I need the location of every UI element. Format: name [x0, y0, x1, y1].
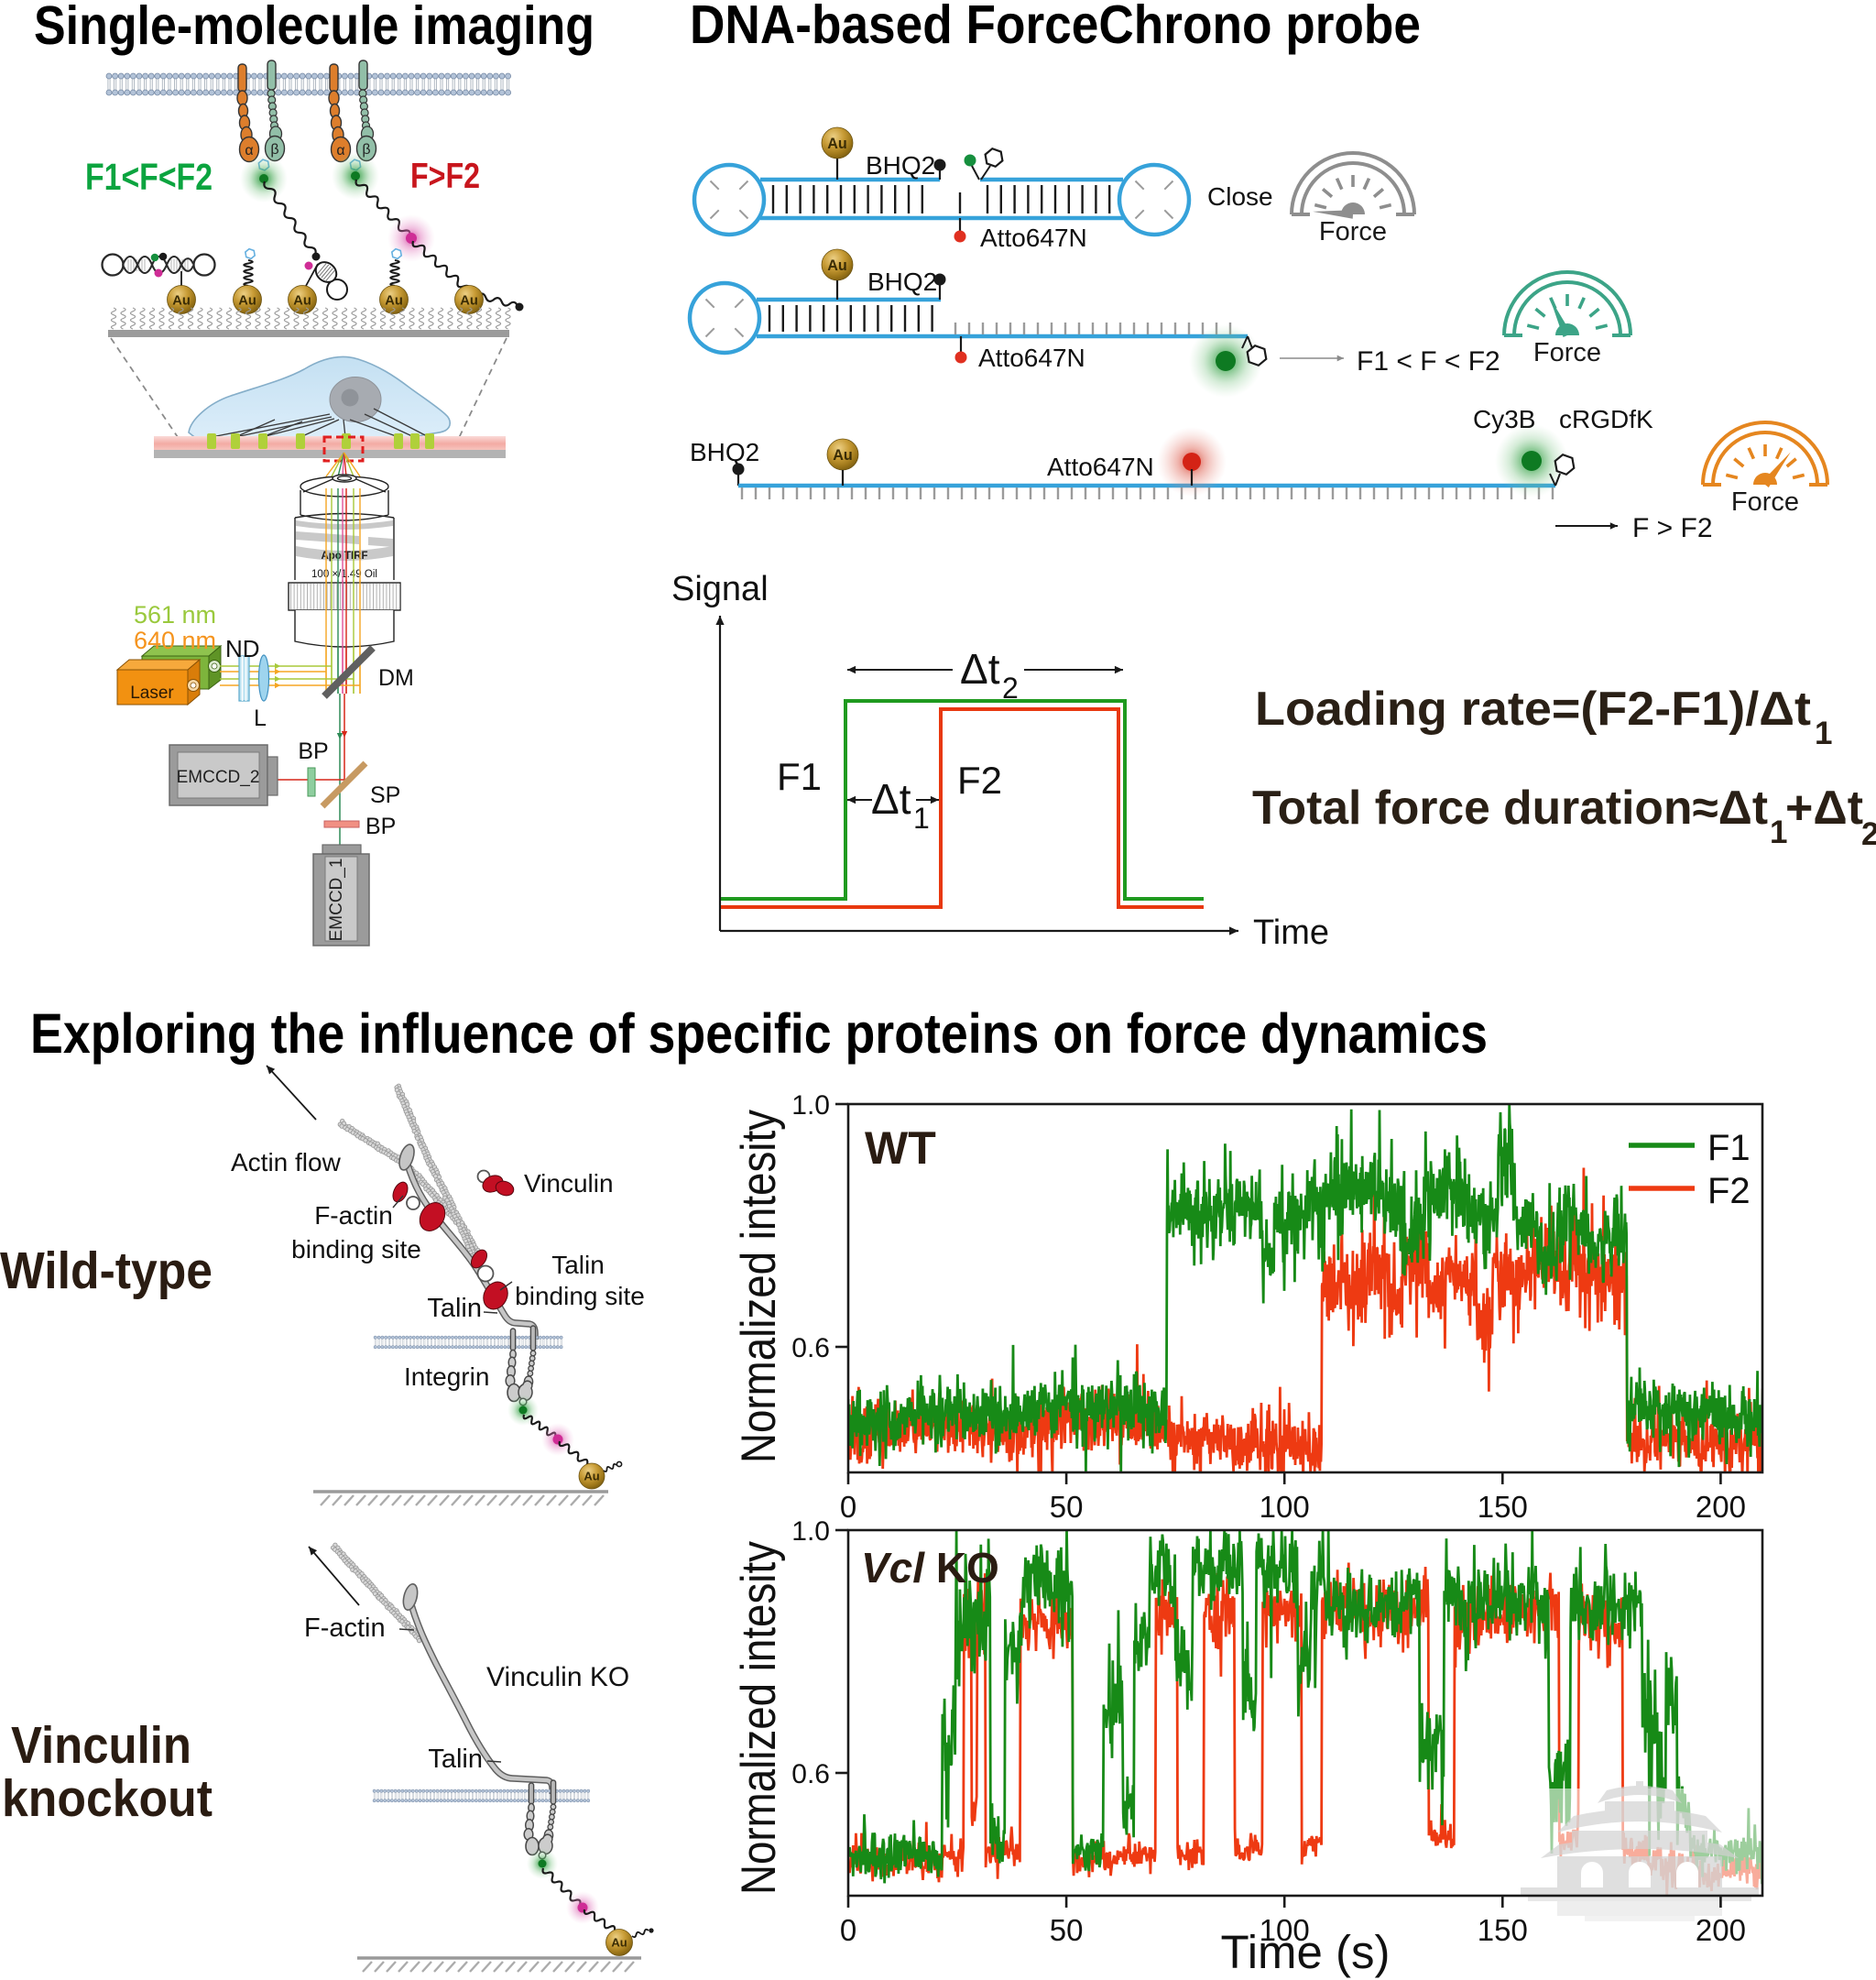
- svg-text:Time: Time: [1253, 913, 1329, 952]
- svg-text:Normalized intesity: Normalized intesity: [732, 1110, 786, 1463]
- svg-text:Vinculin: Vinculin: [524, 1169, 614, 1198]
- svg-text:SP: SP: [370, 782, 400, 808]
- svg-text:F>F2: F>F2: [410, 157, 480, 196]
- svg-text:0: 0: [840, 1490, 856, 1524]
- svg-text:Au: Au: [833, 447, 853, 464]
- svg-text:Force: Force: [1731, 487, 1799, 517]
- svg-text:Au: Au: [172, 293, 191, 308]
- svg-text:F1: F1: [1707, 1128, 1751, 1168]
- svg-text:F-actin: F-actin: [314, 1201, 393, 1230]
- svg-text:Au: Au: [827, 257, 847, 274]
- svg-text:F-actin: F-actin: [304, 1614, 386, 1643]
- svg-text:Wild-type: Wild-type: [0, 1242, 213, 1300]
- svg-text:WT: WT: [865, 1122, 936, 1174]
- svg-text:Δt: Δt: [871, 775, 911, 823]
- svg-text:ND: ND: [225, 635, 260, 662]
- svg-text:2: 2: [1861, 816, 1876, 852]
- svg-text:Time (s): Time (s): [1220, 1926, 1390, 1978]
- svg-text:Au: Au: [460, 293, 478, 308]
- svg-text:Vinculin KO: Vinculin KO: [486, 1662, 629, 1692]
- svg-text:50: 50: [1050, 1490, 1084, 1524]
- svg-text:0.6: 0.6: [791, 1759, 830, 1789]
- svg-text:150: 150: [1478, 1913, 1528, 1947]
- svg-text:F1<F<F2: F1<F<F2: [85, 156, 213, 198]
- svg-text:BP: BP: [298, 738, 328, 764]
- svg-text:Au: Au: [293, 293, 311, 308]
- svg-text:DM: DM: [378, 665, 414, 691]
- svg-text:Talin: Talin: [551, 1251, 605, 1279]
- svg-text:Actin flow: Actin flow: [231, 1148, 342, 1176]
- svg-text:Au: Au: [584, 1470, 599, 1483]
- svg-text:561 nm: 561 nm: [134, 601, 216, 629]
- svg-text:F1: F1: [777, 755, 822, 798]
- svg-text:Force: Force: [1533, 338, 1601, 367]
- svg-text:100 ×/1.49 Oil: 100 ×/1.49 Oil: [311, 569, 377, 580]
- svg-text:1: 1: [913, 802, 930, 835]
- svg-text:BHQ2: BHQ2: [690, 438, 759, 466]
- svg-text:Au: Au: [238, 293, 256, 308]
- svg-text:Loading rate=(F2-F1)/Δt: Loading rate=(F2-F1)/Δt: [1255, 683, 1811, 736]
- svg-text:+Δt: +Δt: [1785, 782, 1863, 835]
- svg-text:Close: Close: [1207, 182, 1273, 211]
- svg-text:Integrin: Integrin: [404, 1362, 489, 1391]
- svg-text:Δt: Δt: [960, 645, 1000, 693]
- svg-text:200: 200: [1696, 1490, 1746, 1524]
- svg-text:Au: Au: [611, 1936, 627, 1950]
- svg-text:Laser: Laser: [130, 684, 174, 703]
- svg-text:Signal: Signal: [671, 570, 769, 608]
- svg-text:F2: F2: [957, 759, 1002, 802]
- svg-text:1: 1: [1815, 716, 1832, 751]
- svg-text:binding site: binding site: [515, 1282, 645, 1310]
- svg-text:Total force duration≈Δt: Total force duration≈Δt: [1252, 782, 1768, 835]
- svg-text:EMCCD_1: EMCCD_1: [327, 859, 346, 942]
- svg-text:Exploring the influence of spe: Exploring the influence of specific prot…: [30, 1002, 1488, 1065]
- svg-text:200: 200: [1696, 1913, 1746, 1947]
- svg-text:β: β: [270, 142, 278, 158]
- svg-text:binding site: binding site: [291, 1235, 421, 1263]
- svg-text:Au: Au: [385, 293, 403, 308]
- svg-text:1.0: 1.0: [791, 1090, 830, 1121]
- svg-text:Single-molecule imaging: Single-molecule imaging: [34, 0, 594, 56]
- svg-text:F1 < F < F2: F1 < F < F2: [1357, 346, 1500, 377]
- svg-text:Au: Au: [827, 136, 847, 152]
- svg-text:cRGDfK: cRGDfK: [1559, 405, 1653, 433]
- svg-text:Atto647N: Atto647N: [1047, 453, 1154, 481]
- svg-text:150: 150: [1478, 1490, 1528, 1524]
- svg-text:Force: Force: [1319, 217, 1387, 246]
- svg-text:100: 100: [1260, 1490, 1310, 1524]
- svg-text:knockout: knockout: [2, 1769, 213, 1828]
- svg-text:Talin: Talin: [428, 1745, 483, 1774]
- svg-text:α: α: [245, 143, 253, 159]
- svg-text:0: 0: [840, 1913, 856, 1947]
- svg-text:2: 2: [1002, 672, 1019, 705]
- svg-text:1: 1: [1770, 815, 1787, 850]
- svg-text:1.0: 1.0: [791, 1516, 830, 1547]
- svg-text:50: 50: [1050, 1913, 1084, 1947]
- svg-text:640 nm: 640 nm: [134, 627, 216, 654]
- svg-text:BHQ2: BHQ2: [867, 268, 937, 296]
- svg-text:Atto647N: Atto647N: [978, 344, 1085, 372]
- svg-text:Vinculin: Vinculin: [11, 1716, 191, 1775]
- svg-text:Normalized intesity: Normalized intesity: [732, 1541, 786, 1895]
- svg-text:Atto647N: Atto647N: [980, 224, 1087, 252]
- svg-text:L: L: [254, 706, 267, 731]
- svg-text:Talin: Talin: [427, 1294, 482, 1323]
- svg-text:F > F2: F > F2: [1632, 513, 1713, 543]
- svg-text:Apo TIRF: Apo TIRF: [321, 551, 367, 562]
- svg-text:F2: F2: [1707, 1171, 1751, 1211]
- svg-text:Vcl KO: Vcl KO: [861, 1544, 999, 1592]
- svg-text:BHQ2: BHQ2: [866, 151, 935, 180]
- svg-text:α: α: [336, 143, 344, 159]
- svg-text:β: β: [362, 142, 370, 158]
- svg-text:0.6: 0.6: [791, 1333, 830, 1363]
- svg-text:BP: BP: [365, 814, 396, 839]
- svg-text:DNA-based ForceChrono probe: DNA-based ForceChrono probe: [690, 0, 1421, 55]
- svg-text:EMCCD_2: EMCCD_2: [177, 768, 260, 787]
- svg-text:100: 100: [1260, 1913, 1310, 1947]
